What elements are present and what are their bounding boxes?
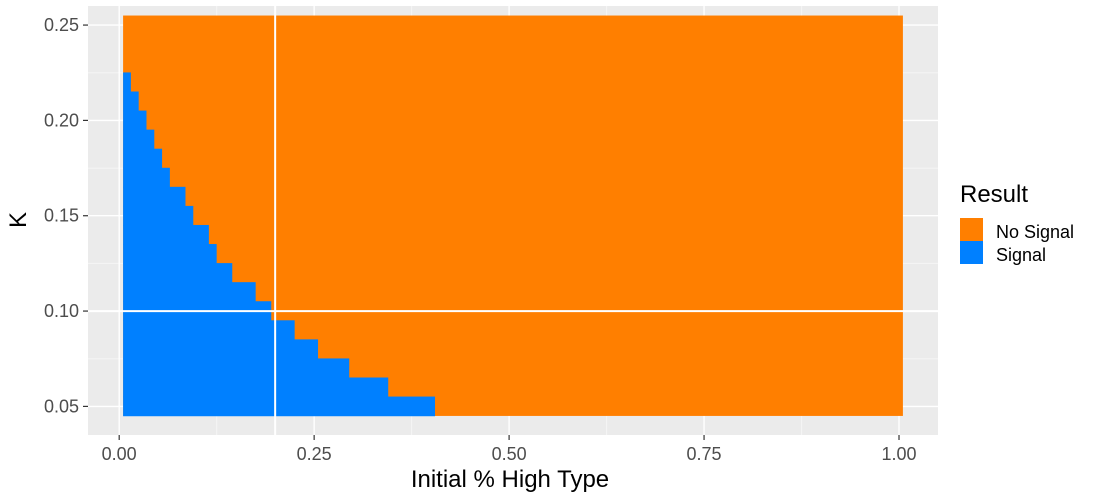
signal-tile-row [123, 263, 233, 283]
y-axis-title: K [5, 212, 32, 228]
signal-tile-row [123, 129, 155, 150]
x-axis-title: Initial % High Type [411, 466, 609, 493]
result-tiles [123, 15, 903, 417]
legend-swatch-no-signal [960, 218, 983, 241]
y-tick-label: 0.05 [44, 396, 79, 416]
signal-tile-row [123, 358, 350, 379]
signal-tile-row [123, 339, 319, 360]
signal-tile-row [123, 282, 256, 302]
legend-swatch-signal [960, 241, 983, 264]
signal-tile-row [123, 320, 295, 340]
y-tick-label: 0.10 [44, 301, 79, 321]
signal-tile-row [123, 377, 389, 398]
signal-tile-row [123, 148, 163, 169]
reference-lines [88, 6, 938, 435]
signal-tile-row [123, 91, 139, 112]
legend: Result No Signal Signal [960, 181, 1074, 265]
x-tick-label: 0.25 [297, 444, 332, 464]
y-tick-label: 0.25 [44, 15, 79, 35]
x-tick-label: 0.75 [687, 444, 722, 464]
y-axis-ticks: 0.05 0.10 0.15 0.20 0.25 [44, 15, 88, 416]
signal-tile-row [123, 186, 186, 207]
signal-tile-row [123, 224, 209, 245]
legend-title: Result [960, 181, 1028, 208]
signal-tile-row [123, 205, 194, 226]
y-tick-label: 0.15 [44, 206, 79, 226]
x-axis-ticks: 0.00 0.25 0.50 0.75 1.00 [102, 435, 917, 464]
x-tick-label: 0.50 [492, 444, 527, 464]
legend-label-no-signal: No Signal [996, 222, 1074, 242]
y-tick-label: 0.20 [44, 110, 79, 130]
signal-tile-row [123, 167, 170, 188]
signal-tile-row [123, 72, 131, 93]
legend-label-signal: Signal [996, 245, 1046, 265]
signal-tile-row [123, 396, 436, 417]
signal-tile-row [123, 110, 147, 131]
signal-tile-row [123, 244, 217, 264]
x-tick-label: 0.00 [102, 444, 137, 464]
x-tick-label: 1.00 [881, 444, 916, 464]
